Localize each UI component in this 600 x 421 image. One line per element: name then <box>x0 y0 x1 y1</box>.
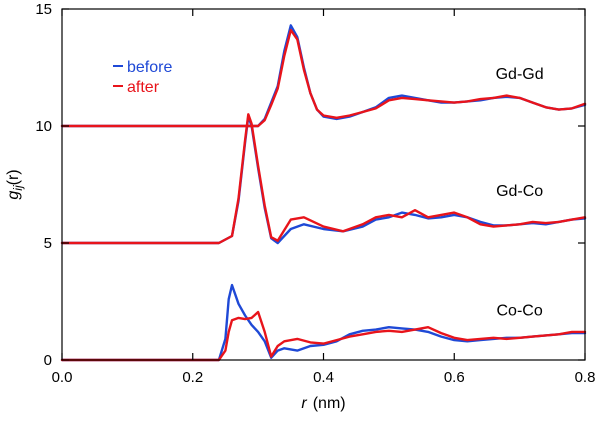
y-tick-label: 15 <box>35 1 52 18</box>
x-tick-label: 0.6 <box>444 369 465 386</box>
series-label-co-co: Co-Co <box>497 303 543 320</box>
legend-label-after: after <box>127 79 160 96</box>
x-axis-variable: r <box>301 395 307 412</box>
legend-entry-after: after <box>113 79 160 96</box>
series-label-layer: Gd-Gd Gd-Co Co-Co <box>496 66 544 319</box>
series-line-co-co-after <box>60 310 587 362</box>
y-axis-base: g <box>5 191 22 200</box>
legend: before after <box>113 59 172 96</box>
x-axis-title: r (nm) <box>301 395 345 412</box>
x-tick-label: 0.8 <box>575 369 596 386</box>
series-label-gd-co: Gd-Co <box>496 183 543 200</box>
legend-label-before: before <box>127 59 172 76</box>
y-axis-argument: (r) <box>5 169 22 185</box>
series-line-co-co-before <box>60 283 587 362</box>
x-tick-label: 0.0 <box>52 369 73 386</box>
legend-entry-before: before <box>113 59 172 76</box>
y-tick-label: 0 <box>44 352 52 369</box>
x-tick-label: 0.2 <box>182 369 203 386</box>
x-tick-label: 0.4 <box>313 369 334 386</box>
series-line-gd-co-before <box>60 115 587 245</box>
series-label-gd-gd: Gd-Gd <box>496 66 544 83</box>
y-tick-label: 5 <box>44 235 52 252</box>
x-axis-unit: (nm) <box>313 395 346 412</box>
series-layer <box>60 24 587 362</box>
y-tick-label: 10 <box>35 118 52 135</box>
y-axis-title: gij(r) <box>5 169 25 199</box>
series-line-gd-co-after <box>60 113 587 245</box>
y-axis-subscript: ij <box>11 185 25 191</box>
series-line-gd-gd-after <box>60 28 587 128</box>
tick-layer: 0.0 0.2 0.4 0.6 0.8 0 5 10 15 <box>35 1 595 386</box>
